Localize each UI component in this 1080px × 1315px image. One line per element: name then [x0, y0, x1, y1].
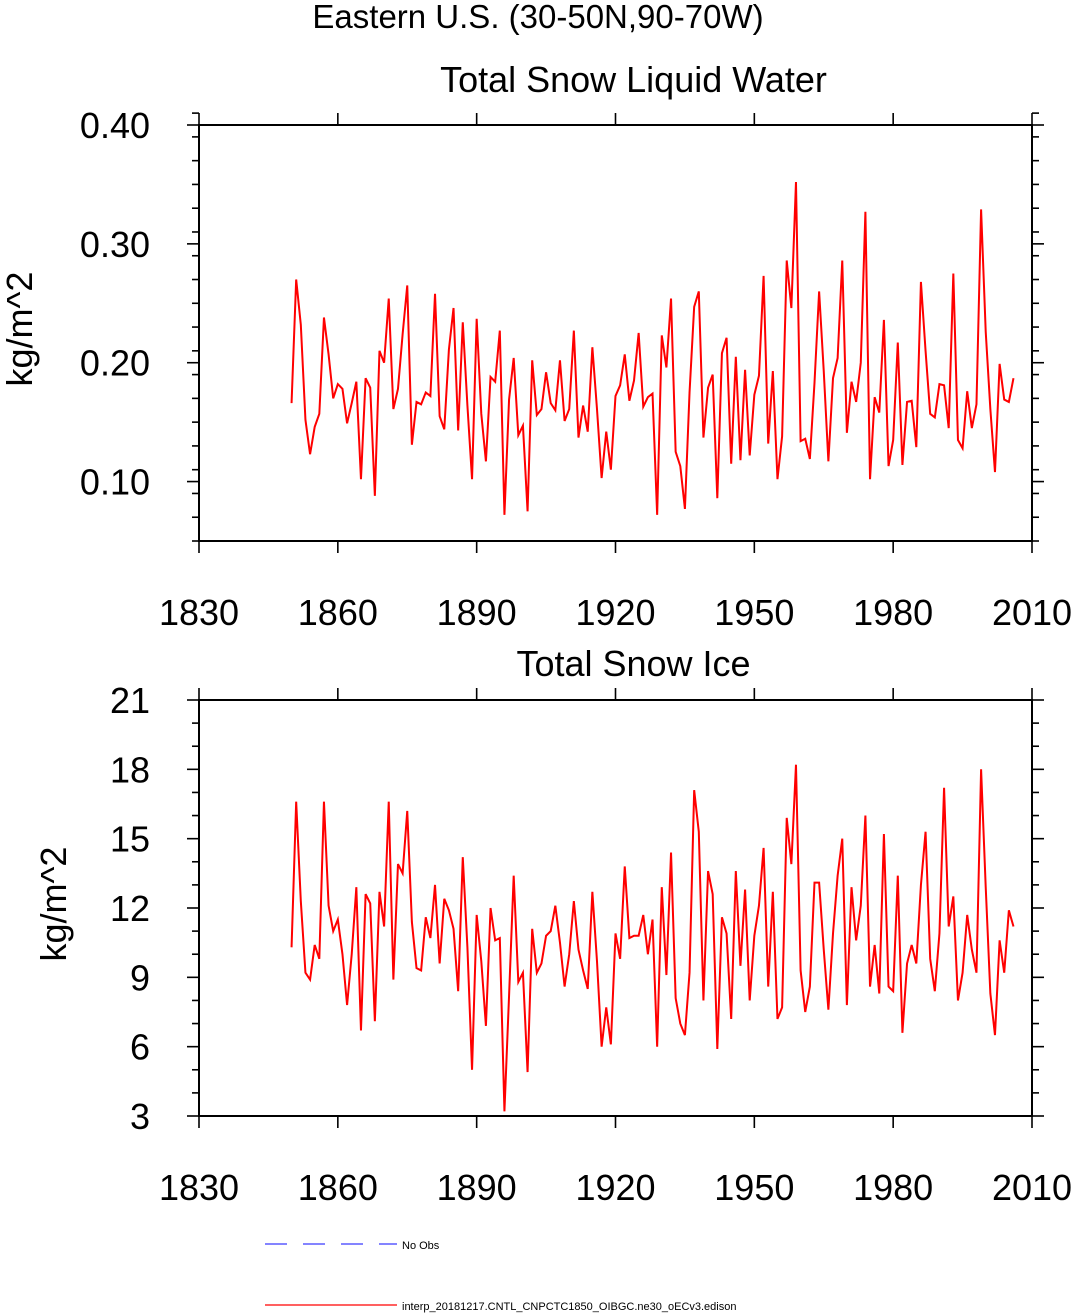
- y-tick-label: 6: [130, 1027, 150, 1068]
- y-axis-label: kg/m^2: [33, 847, 74, 962]
- x-tick-label: 1980: [853, 592, 933, 633]
- y-tick-label: 0.40: [80, 105, 150, 146]
- x-tick-label: 1830: [159, 1167, 239, 1208]
- figure-suptitle: Eastern U.S. (30-50N,90-70W): [312, 0, 764, 35]
- x-tick-label: 2010: [992, 592, 1072, 633]
- panel-title: Total Snow Liquid Water: [440, 59, 827, 100]
- series-line: [290, 764, 1015, 1112]
- x-tick-label: 1830: [159, 592, 239, 633]
- x-tick-label: 1950: [714, 592, 794, 633]
- x-tick-label: 1920: [575, 592, 655, 633]
- legend: No Obs interp_20181217.CNTL_CNPCTC1850_OI…: [265, 1240, 736, 1313]
- y-axis-label: kg/m^2: [0, 272, 40, 387]
- x-tick-label: 1860: [298, 1167, 378, 1208]
- panel-title: Total Snow Ice: [516, 643, 750, 684]
- y-tick-label: 15: [110, 819, 150, 860]
- panel-2: Total Snow Ice kg/m^2 1830 1860 1890 1920 1950…: [33, 643, 1072, 1208]
- panel-1: Total Snow Liquid Water kg/m^2 1830 1860 189…: [0, 59, 1072, 633]
- y-tick-label: 21: [110, 680, 150, 721]
- x-tick-label: 1860: [298, 592, 378, 633]
- x-tick-label: 1980: [853, 1167, 933, 1208]
- y-tick-label: 12: [110, 888, 150, 929]
- plot-frame: [198, 699, 1033, 1117]
- tick-marks: [187, 112, 1044, 553]
- x-tick-label: 1920: [575, 1167, 655, 1208]
- y-tick-label: 3: [130, 1096, 150, 1137]
- x-tick-label: 2010: [992, 1167, 1072, 1208]
- y-tick-label: 9: [130, 957, 150, 998]
- y-tick-label: 0.20: [80, 343, 150, 384]
- x-tick-label: 1890: [437, 592, 517, 633]
- x-tick-label: 1950: [714, 1167, 794, 1208]
- y-tick-label: 0.30: [80, 224, 150, 265]
- y-tick-label: 18: [110, 749, 150, 790]
- series-line: [290, 182, 1015, 515]
- tick-marks: [187, 688, 1044, 1128]
- legend-label: No Obs: [402, 1240, 440, 1252]
- legend-label: interp_20181217.CNTL_CNPCTC1850_OIBGC.ne…: [402, 1301, 736, 1313]
- y-tick-label: 0.10: [80, 462, 150, 503]
- x-tick-label: 1890: [437, 1167, 517, 1208]
